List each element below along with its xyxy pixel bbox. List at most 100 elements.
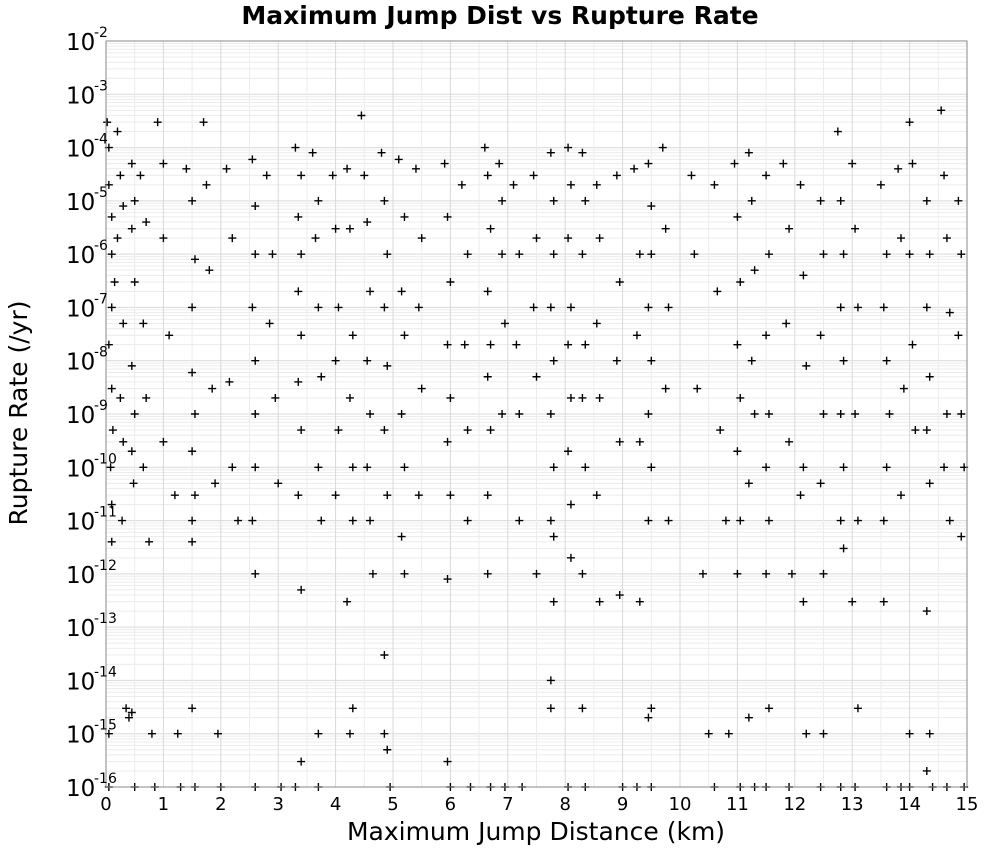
y-tick-label: 10-13	[66, 611, 117, 642]
y-tick-base: 10	[66, 83, 95, 109]
y-tick-labels: 10-210-310-410-510-610-710-810-910-1010-…	[66, 25, 117, 802]
data-point	[228, 463, 237, 472]
data-point	[853, 704, 862, 713]
data-point	[546, 704, 555, 713]
data-point	[779, 159, 788, 168]
data-point	[747, 196, 756, 205]
data-point	[483, 491, 492, 500]
data-point	[345, 729, 354, 738]
data-point	[142, 393, 151, 402]
data-point	[851, 224, 860, 233]
data-point	[297, 585, 306, 594]
x-tick-label: 12	[783, 794, 806, 815]
data-point	[733, 212, 742, 221]
data-point	[762, 463, 771, 472]
data-point	[578, 148, 587, 157]
x-tick-label: 13	[841, 794, 864, 815]
data-point	[331, 356, 340, 365]
data-point	[787, 569, 796, 578]
data-point	[546, 303, 555, 312]
x-tick-labels: 0 1 2 3 4 5 6 7 8 9 10 11 12 13 14 15	[100, 794, 978, 815]
data-point	[879, 516, 888, 525]
data-point	[165, 331, 174, 340]
data-point	[348, 516, 357, 525]
data-point	[566, 180, 575, 189]
data-point	[265, 319, 274, 328]
data-point	[314, 196, 323, 205]
data-point	[836, 303, 845, 312]
data-point	[113, 127, 122, 136]
data-point	[566, 303, 575, 312]
data-point	[357, 111, 366, 120]
data-point	[136, 171, 145, 180]
y-tick-base: 10	[66, 350, 95, 376]
y-tick-label: 10-9	[66, 398, 108, 429]
data-point	[380, 651, 389, 660]
data-point	[400, 569, 409, 578]
y-tick-label: 10-7	[66, 291, 108, 322]
data-point	[922, 607, 931, 616]
data-point	[297, 250, 306, 259]
data-point	[632, 331, 641, 340]
data-point	[188, 516, 197, 525]
data-point	[796, 180, 805, 189]
data-point	[908, 159, 917, 168]
y-tick-base: 10	[66, 563, 95, 589]
data-point	[658, 143, 667, 152]
chart-title: Maximum Jump Dist vs Rupture Rate	[241, 1, 758, 30]
data-point	[314, 729, 323, 738]
data-points	[103, 106, 969, 791]
y-tick-exponent: -16	[94, 771, 117, 787]
data-point	[294, 491, 303, 500]
data-point	[190, 410, 199, 418]
data-point	[345, 393, 354, 402]
data-point	[750, 410, 759, 418]
data-point	[400, 212, 409, 221]
data-point	[107, 384, 116, 393]
data-point	[446, 491, 455, 500]
data-point	[549, 463, 558, 472]
data-point	[647, 202, 656, 211]
data-point	[940, 463, 949, 472]
data-point	[661, 224, 670, 233]
data-point	[899, 384, 908, 393]
data-point	[122, 704, 131, 713]
data-point	[440, 159, 449, 168]
data-point	[704, 729, 713, 738]
data-point	[922, 196, 931, 205]
data-point	[446, 278, 455, 287]
data-point	[922, 303, 931, 312]
data-point	[443, 437, 452, 446]
data-point	[159, 234, 168, 243]
data-point	[297, 331, 306, 340]
data-point	[208, 384, 217, 393]
data-point	[222, 164, 231, 173]
data-point	[377, 148, 386, 157]
data-point	[130, 278, 139, 287]
y-tick-base: 10	[66, 403, 95, 429]
data-point	[647, 250, 656, 259]
y-tick-base: 10	[66, 137, 95, 163]
data-point	[922, 766, 931, 775]
data-point	[480, 143, 489, 152]
data-point	[762, 331, 771, 340]
y-tick-label: 10-4	[66, 132, 108, 163]
data-point	[188, 196, 197, 205]
data-point	[397, 410, 406, 418]
grid-layer	[105, 40, 968, 788]
data-point	[736, 393, 745, 402]
data-point	[693, 384, 702, 393]
data-point	[532, 372, 541, 381]
data-point	[463, 516, 472, 525]
data-point	[954, 331, 963, 340]
data-point	[736, 278, 745, 287]
data-point	[549, 196, 558, 205]
data-point	[331, 224, 340, 233]
data-point	[925, 250, 934, 259]
data-point	[483, 171, 492, 180]
data-point	[799, 271, 808, 280]
data-point	[564, 340, 573, 349]
data-point	[251, 463, 260, 472]
data-point	[839, 250, 848, 259]
